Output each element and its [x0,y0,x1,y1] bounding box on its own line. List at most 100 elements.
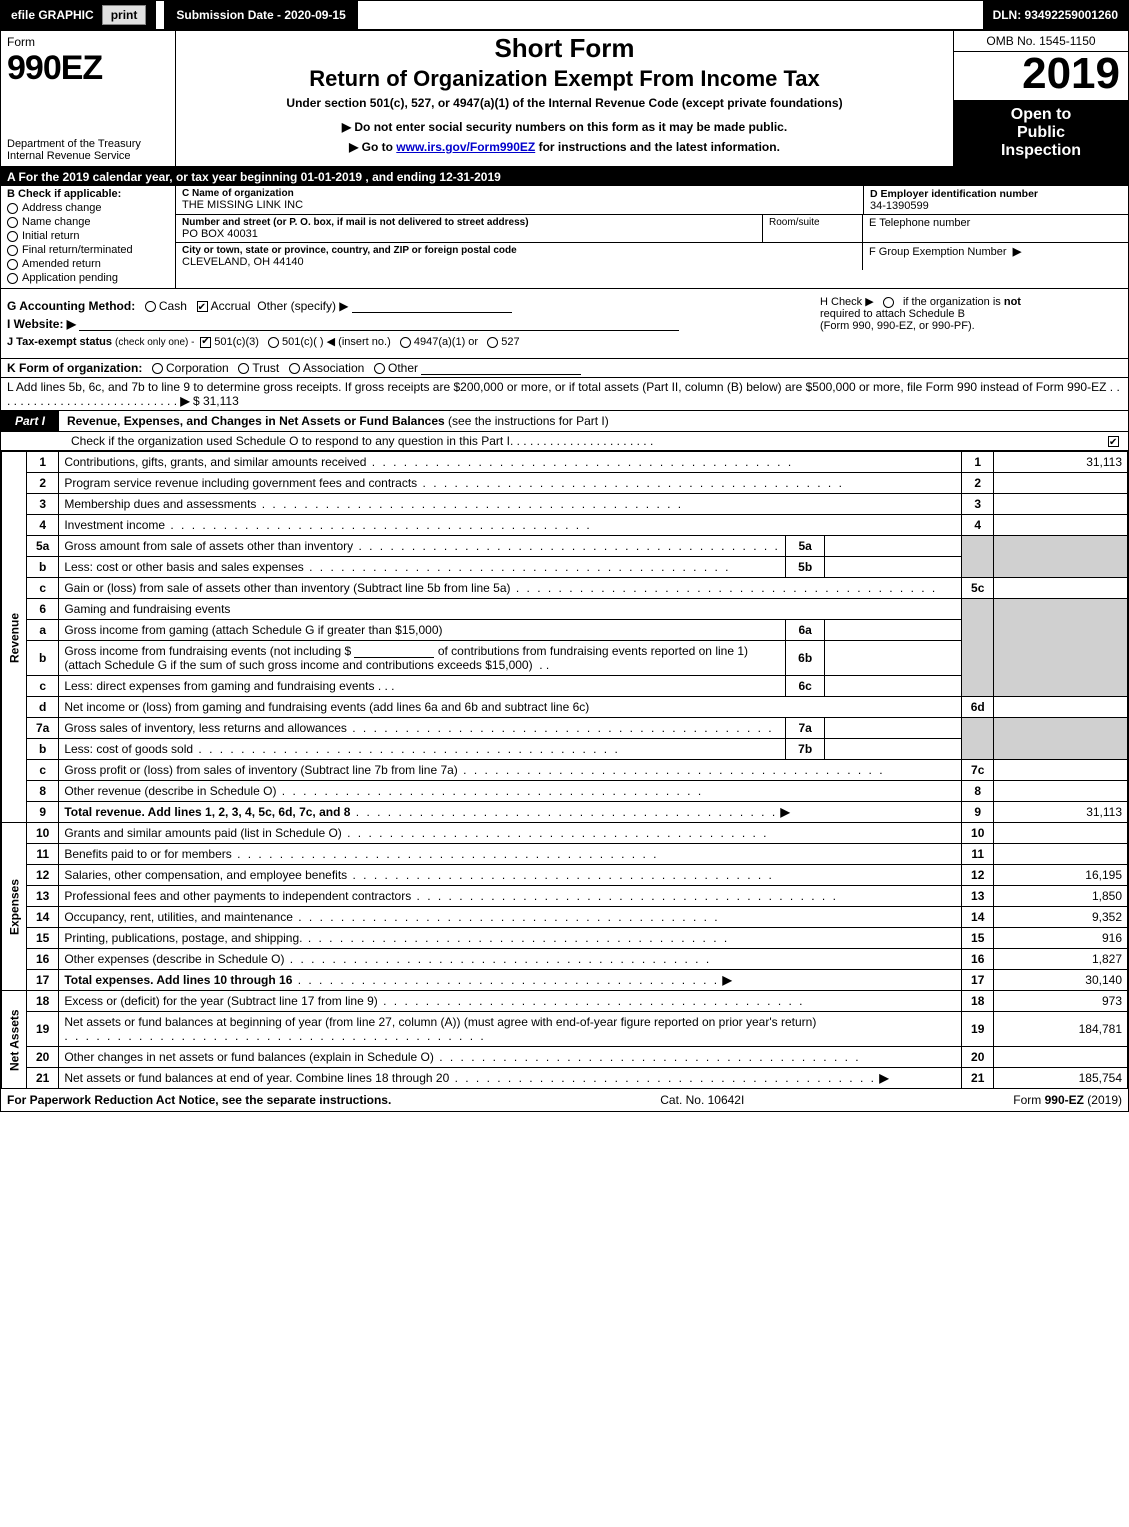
amt-12: 16,195 [994,865,1128,886]
radio-trust[interactable] [238,363,249,374]
chk-label: Name change [22,216,91,228]
part-i-subrow: Check if the organization used Schedule … [1,432,1128,451]
open-to-public-inspection: Open to Public Inspection [954,100,1128,166]
amt-13: 1,850 [994,886,1128,907]
i-label: I Website: ▶ [7,317,76,331]
radio-527[interactable] [487,337,498,348]
radio-501c[interactable] [268,337,279,348]
rowA-pre: A For the 2019 calendar year, or tax yea… [7,170,301,184]
section-expenses-label: Expenses [2,823,27,991]
dots [64,1029,485,1043]
table-row: c Less: direct expenses from gaming and … [2,676,1128,697]
radio-other-org[interactable] [374,363,385,374]
dots [193,742,620,756]
dept-line1: Department of the Treasury [7,138,169,150]
checkbox-501c3[interactable] [200,337,211,348]
part-i-sub-checkbox-wrap [1105,434,1122,448]
l-text: L Add lines 5b, 6c, and 7b to line 9 to … [7,380,1106,394]
line-num-15: 15 [27,928,59,949]
chk-amended-return[interactable]: Amended return [7,258,169,270]
shade-cell [994,599,1128,697]
checkbox-schedule-o[interactable] [1108,436,1119,447]
line-num-17: 17 [27,970,59,991]
table-row: 17 Total expenses. Add lines 10 through … [2,970,1128,991]
form-number: 990EZ [7,49,169,88]
amt-num-14: 14 [961,907,993,928]
line-num-21: 21 [27,1068,59,1089]
sub-num-7b: 7b [785,739,825,760]
line-desc-11: Benefits paid to or for members [59,844,962,865]
amt-num-17: 17 [961,970,993,991]
line-num-6c: c [27,676,59,697]
k-o0: Corporation [166,361,229,375]
footer-right-bold: 990-EZ [1045,1093,1084,1107]
chk-application-pending[interactable]: Application pending [7,272,169,284]
footer-right: Form 990-EZ (2019) [1013,1093,1122,1107]
addr-label: Number and street (or P. O. box, if mail… [182,217,756,228]
part-i-title: Revenue, Expenses, and Changes in Net As… [59,411,1128,431]
submission-date-label: Submission Date - 2020-09-15 [164,1,357,29]
table-row: 11 Benefits paid to or for members 11 [2,844,1128,865]
dots [293,910,720,924]
line-desc-6a: Gross income from gaming (attach Schedul… [59,620,786,641]
amt-num-6d: 6d [961,697,993,718]
radio-association[interactable] [289,363,300,374]
city-value: CLEVELAND, OH 44140 [182,256,856,268]
g-other-blank[interactable] [352,312,512,313]
line-num-7c: c [27,760,59,781]
rowA-begin: 01-01-2019 [301,170,362,184]
part-i-sub-dots: . . . . . . . . . . . . . . . . . . . . … [510,434,653,448]
sub-amt-6a [825,620,962,641]
bcdef-block: B Check if applicable: Address change Na… [1,186,1128,289]
amt-num-21: 21 [961,1068,993,1089]
line-num-2: 2 [27,473,59,494]
radio-4947[interactable] [400,337,411,348]
table-row: a Gross income from gaming (attach Sched… [2,620,1128,641]
table-row: c Gain or (loss) from sale of assets oth… [2,578,1128,599]
row-a-tax-year: A For the 2019 calendar year, or tax yea… [1,168,1128,186]
line-i-website: I Website: ▶ [7,317,812,331]
print-button[interactable]: print [102,5,147,25]
col-cdef: C Name of organization THE MISSING LINK … [176,186,1128,288]
ein-value: 34-1390599 [870,200,1122,212]
website-blank[interactable] [79,330,679,331]
efile-graphic-label: efile GRAPHIC print [1,1,156,29]
open1: Open to [958,106,1124,124]
chk-initial-return[interactable]: Initial return [7,230,169,242]
checkbox-icon [7,217,18,228]
amt-9: 31,113 [994,802,1128,823]
checkbox-icon [7,231,18,242]
room-suite-cell: Room/suite [763,215,863,242]
gh-right: H Check ▶ if the organization is not req… [812,295,1122,352]
dots [347,868,774,882]
h-not: not [1004,296,1021,308]
chk-name-change[interactable]: Name change [7,216,169,228]
f-label: F Group Exemption Number [869,246,1007,258]
dots [347,721,774,735]
table-row: b Less: cost or other basis and sales ex… [2,557,1128,578]
section-revenue-label: Revenue [2,452,27,823]
e-phone-cell: E Telephone number [863,215,1128,242]
radio-corporation[interactable] [152,363,163,374]
radio-h[interactable] [883,297,894,308]
checkbox-accrual[interactable] [197,301,208,312]
goto-link[interactable]: www.irs.gov/Form990EZ [396,140,535,154]
desc-text: Other changes in net assets or fund bala… [64,1050,434,1064]
chk-address-change[interactable]: Address change [7,202,169,214]
g-other: Other (specify) ▶ [257,299,348,313]
line-desc-9: Total revenue. Add lines 1, 2, 3, 4, 5c,… [59,802,962,823]
line-num-8: 8 [27,781,59,802]
k-other-blank[interactable] [421,374,581,375]
desc-text: Benefits paid to or for members [64,847,231,861]
table-row: 2 Program service revenue including gove… [2,473,1128,494]
chk-final-return[interactable]: Final return/terminated [7,244,169,256]
d-ein-cell: D Employer identification number 34-1390… [863,186,1128,214]
amt-4 [994,515,1128,536]
dots [303,931,730,945]
table-row: 6 Gaming and fundraising events [2,599,1128,620]
radio-cash[interactable] [145,301,156,312]
form-word: Form [7,35,169,49]
sub-amt-5b [825,557,962,578]
table-row: 15 Printing, publications, postage, and … [2,928,1128,949]
dots [165,518,592,532]
